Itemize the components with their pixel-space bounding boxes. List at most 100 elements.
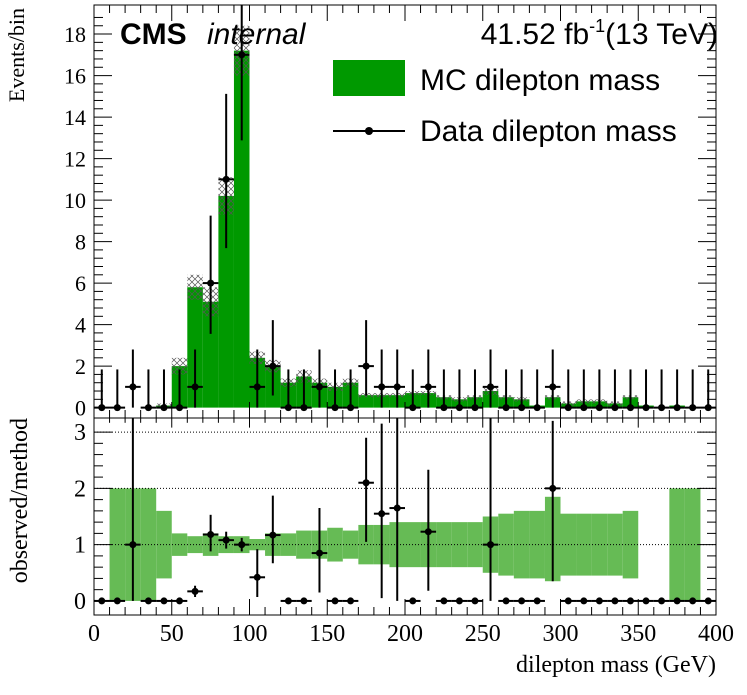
ratio-point-marker [487,541,495,549]
data-point-marker [160,404,168,412]
data-point-marker [347,404,355,412]
data-point [420,349,437,408]
data-point-marker [409,404,417,412]
data-point [576,369,592,412]
ratio-point [653,597,670,605]
data-point [467,369,483,412]
ratio-point [296,597,312,605]
data-point [638,369,654,412]
ratio-point [202,514,219,552]
x-axis-title: dilepton mass (GeV) [516,652,716,678]
x-tick-label: 200 [387,621,423,647]
data-point-marker [611,404,619,412]
data-point [327,369,343,412]
ratio-band [342,530,359,559]
ratio-point [311,508,328,593]
ratio-point-marker [253,573,261,581]
ratio-point-marker [595,597,603,605]
ratio-panel: 0 1 2 3 [74,417,717,616]
ratio-band [451,522,468,568]
ratio-point [607,597,623,605]
legend: MC dilepton mass Data dilepton mass [333,60,677,148]
data-point-marker [595,404,603,412]
ratio-y-tick-label: 2 [74,476,86,502]
data-point [249,349,266,408]
ratio-point-marker [284,597,292,605]
legend-mc-swatch [333,60,405,96]
ratio-band [327,527,343,562]
data-point-marker [455,404,463,412]
data-point [233,5,250,141]
data-point [451,369,468,412]
ratio-point-marker [378,510,386,518]
ratio-band [684,488,701,601]
ratio-point-marker [689,597,697,605]
ratio-point-marker [642,597,650,605]
mc-bar [233,50,250,408]
data-point-marker [689,404,697,412]
mc-bar [358,395,374,408]
data-point-marker [176,404,184,412]
ratio-point-marker [207,531,215,539]
ratio-point-marker [113,597,121,605]
data-point-marker [626,404,634,412]
data-point-marker [580,404,588,412]
data-point-marker [424,383,432,391]
ratio-point [684,597,701,605]
data-point-marker [487,383,495,391]
main-y-tick-label: 0 [75,396,86,421]
mc-uncertainty-hatch [171,357,188,375]
data-point [342,369,359,412]
data-point [156,369,172,412]
main-y-tick-label: 4 [75,313,86,338]
data-point-marker [222,175,230,183]
mc-bar [202,301,219,408]
data-point-marker [269,362,277,370]
ratio-point [156,597,172,605]
x-tick-label: 400 [698,621,734,647]
data-point-marker [129,383,137,391]
data-point-marker [362,362,370,370]
data-point [544,349,561,408]
main-panel: 0 2 4 6 8 10 12 14 16 18 [64,4,717,421]
data-point-marker [518,404,526,412]
ratio-point-marker [626,597,634,605]
ratio-point [280,597,297,605]
x-tick-label: 150 [309,621,345,647]
ratio-point-marker [564,597,572,605]
ratio-y-axis-title: observed/method [7,418,33,583]
data-point [311,349,328,408]
ratio-band [358,524,374,565]
ratio-band [498,513,514,576]
ratio-point [638,597,654,605]
data-point [622,369,639,412]
data-point [358,320,374,396]
ratio-band [622,510,639,579]
ratio-point-marker [300,597,308,605]
ratio-point [622,597,639,605]
ratio-point [265,495,281,564]
ratio-band [296,530,312,559]
data-point-marker [284,404,292,412]
data-point [700,369,716,412]
x-tick-label: 50 [160,621,184,647]
data-point [389,349,405,408]
data-point-marker [207,279,215,287]
main-y-tick-label: 2 [75,354,86,379]
data-point [591,369,608,412]
data-point [436,369,452,412]
data-point [109,369,126,412]
ratio-point [327,597,343,605]
lumi-value: 41.52 fb [481,18,589,51]
main-y-tick-label: 18 [64,22,86,47]
x-axis: 0 50 100 150 200 250 300 350 400 [88,5,734,647]
data-point [560,369,577,412]
ratio-point [358,437,374,542]
ratio-point [125,418,141,601]
ratio-point-marker [222,536,230,544]
ratio-point [171,597,188,605]
data-point [529,369,545,412]
legend-data-marker [365,127,373,135]
ratio-point [560,597,577,605]
